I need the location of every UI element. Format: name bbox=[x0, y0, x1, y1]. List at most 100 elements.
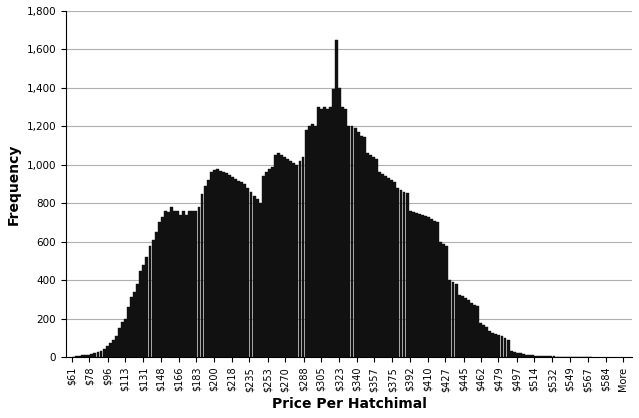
Bar bbox=[305, 130, 307, 357]
Bar bbox=[112, 340, 115, 357]
Bar bbox=[341, 107, 344, 357]
Bar bbox=[369, 155, 372, 357]
Bar bbox=[519, 353, 522, 357]
Bar bbox=[210, 173, 213, 357]
Bar bbox=[161, 217, 164, 357]
Bar bbox=[121, 322, 124, 357]
Bar bbox=[176, 211, 179, 357]
Bar bbox=[286, 159, 289, 357]
Bar bbox=[323, 107, 326, 357]
Bar bbox=[88, 355, 90, 357]
Bar bbox=[351, 126, 353, 357]
Bar bbox=[498, 335, 500, 357]
Bar bbox=[250, 192, 252, 357]
Bar bbox=[534, 356, 537, 357]
Bar bbox=[445, 245, 449, 357]
Bar bbox=[464, 298, 466, 357]
Bar bbox=[500, 336, 504, 357]
Bar bbox=[115, 336, 118, 357]
Bar bbox=[332, 89, 335, 357]
Bar bbox=[495, 334, 497, 357]
Bar bbox=[541, 356, 543, 357]
Bar bbox=[118, 328, 121, 357]
Bar bbox=[461, 296, 464, 357]
Bar bbox=[268, 168, 271, 357]
Bar bbox=[348, 126, 350, 357]
Bar bbox=[360, 136, 363, 357]
Bar bbox=[81, 355, 84, 357]
Bar bbox=[543, 356, 546, 357]
Bar bbox=[164, 211, 167, 357]
Bar bbox=[311, 125, 314, 357]
Bar bbox=[427, 217, 430, 357]
Bar bbox=[329, 107, 332, 357]
Bar bbox=[231, 177, 234, 357]
Bar bbox=[335, 40, 338, 357]
Bar bbox=[204, 186, 206, 357]
Bar bbox=[436, 222, 439, 357]
Bar bbox=[302, 157, 305, 357]
Bar bbox=[185, 215, 189, 357]
Y-axis label: Frequency: Frequency bbox=[7, 143, 21, 224]
Bar bbox=[216, 168, 219, 357]
Bar bbox=[179, 215, 182, 357]
Bar bbox=[167, 212, 170, 357]
Bar bbox=[452, 282, 454, 357]
Bar bbox=[225, 173, 228, 357]
Bar bbox=[378, 173, 381, 357]
Bar bbox=[262, 176, 265, 357]
Bar bbox=[252, 196, 256, 357]
Bar bbox=[277, 153, 280, 357]
Bar bbox=[510, 351, 512, 357]
Bar bbox=[440, 242, 442, 357]
Bar bbox=[93, 353, 96, 357]
Bar bbox=[206, 180, 210, 357]
Bar bbox=[283, 157, 286, 357]
Bar bbox=[146, 257, 148, 357]
Bar bbox=[353, 128, 357, 357]
Bar bbox=[222, 173, 225, 357]
Bar bbox=[363, 137, 366, 357]
Bar bbox=[151, 240, 155, 357]
Bar bbox=[454, 284, 458, 357]
Bar bbox=[259, 203, 261, 357]
Bar bbox=[78, 356, 81, 357]
Bar bbox=[433, 221, 436, 357]
Bar bbox=[100, 351, 102, 357]
Bar bbox=[192, 211, 194, 357]
Bar bbox=[375, 159, 378, 357]
Bar bbox=[148, 245, 151, 357]
Bar bbox=[458, 295, 461, 357]
Bar bbox=[289, 161, 292, 357]
Bar bbox=[308, 126, 311, 357]
Bar bbox=[381, 174, 384, 357]
Bar bbox=[158, 222, 160, 357]
Bar bbox=[406, 193, 408, 357]
Bar bbox=[449, 280, 451, 357]
Bar bbox=[531, 355, 534, 357]
Bar bbox=[293, 163, 295, 357]
Bar bbox=[467, 300, 470, 357]
Bar bbox=[124, 319, 127, 357]
Bar bbox=[390, 180, 393, 357]
Bar bbox=[219, 171, 222, 357]
Bar bbox=[418, 214, 421, 357]
Bar bbox=[271, 167, 274, 357]
Bar bbox=[182, 211, 185, 357]
Bar bbox=[280, 155, 283, 357]
Bar bbox=[415, 213, 418, 357]
Bar bbox=[105, 347, 109, 357]
Bar bbox=[473, 305, 476, 357]
Bar bbox=[265, 173, 268, 357]
Bar bbox=[155, 232, 158, 357]
Bar bbox=[130, 298, 133, 357]
Bar bbox=[488, 331, 491, 357]
Bar bbox=[409, 211, 412, 357]
Bar bbox=[197, 207, 201, 357]
Bar bbox=[412, 212, 415, 357]
Bar bbox=[189, 211, 191, 357]
Bar bbox=[424, 216, 427, 357]
Bar bbox=[344, 109, 348, 357]
Bar bbox=[213, 170, 216, 357]
Bar bbox=[136, 284, 139, 357]
